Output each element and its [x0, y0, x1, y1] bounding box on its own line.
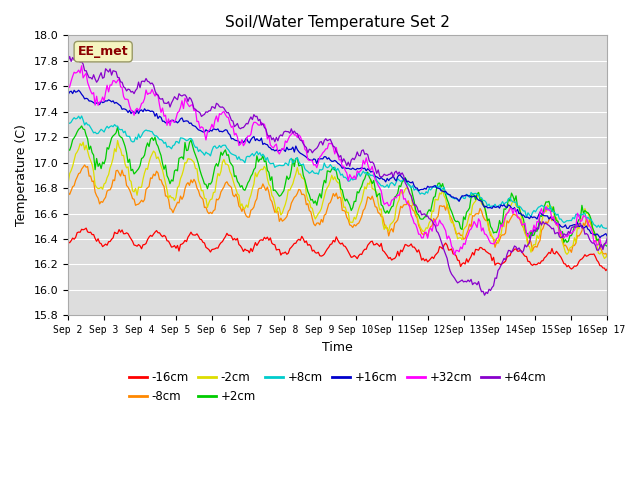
Line: +8cm: +8cm [68, 116, 607, 228]
+32cm [391, 194, 399, 200]
+8cm [391, 183, 399, 189]
+16cm [75, 87, 83, 93]
Line: -8cm: -8cm [68, 165, 607, 257]
+32cm [604, 239, 611, 244]
+64cm [541, 221, 548, 227]
-16cm [391, 255, 399, 261]
+2cm [64, 146, 72, 152]
+8cm [602, 226, 610, 231]
+32cm [166, 123, 174, 129]
-16cm [602, 268, 610, 274]
+16cm [373, 174, 381, 180]
Title: Soil/Water Temperature Set 2: Soil/Water Temperature Set 2 [225, 15, 450, 30]
+8cm [373, 178, 381, 183]
+16cm [391, 176, 399, 182]
-2cm [604, 252, 611, 257]
Line: -2cm: -2cm [68, 141, 607, 258]
+16cm [64, 92, 72, 97]
+32cm [78, 63, 86, 69]
+64cm [391, 169, 399, 175]
-8cm [539, 226, 547, 231]
Legend: -16cm, -8cm, -2cm, +2cm, +8cm, +16cm, +32cm, +64cm: -16cm, -8cm, -2cm, +2cm, +8cm, +16cm, +3… [124, 366, 551, 408]
-2cm [539, 213, 547, 219]
+16cm [604, 234, 611, 240]
-2cm [403, 185, 410, 191]
Line: +16cm: +16cm [68, 90, 607, 238]
+32cm [403, 200, 410, 206]
-16cm [64, 239, 72, 245]
+64cm [64, 58, 72, 63]
-16cm [79, 227, 87, 233]
+16cm [166, 119, 174, 124]
+64cm [403, 182, 410, 188]
X-axis label: Time: Time [323, 341, 353, 354]
+64cm [166, 104, 174, 110]
-8cm [166, 205, 174, 211]
+64cm [66, 54, 74, 60]
Line: +64cm: +64cm [68, 57, 607, 295]
-2cm [166, 192, 174, 198]
Text: EE_met: EE_met [78, 45, 129, 58]
+2cm [403, 178, 410, 183]
+64cm [373, 170, 381, 176]
+16cm [81, 96, 88, 102]
-16cm [373, 240, 381, 246]
+2cm [539, 211, 547, 216]
-16cm [83, 225, 90, 231]
-8cm [391, 220, 399, 226]
+2cm [391, 194, 399, 200]
-16cm [604, 266, 611, 272]
-2cm [114, 138, 122, 144]
+64cm [81, 68, 88, 73]
+64cm [604, 235, 611, 240]
-2cm [391, 216, 399, 222]
+16cm [539, 212, 547, 218]
+2cm [78, 123, 86, 129]
+16cm [596, 235, 604, 240]
+2cm [166, 181, 174, 187]
-8cm [64, 190, 72, 195]
+64cm [481, 292, 488, 298]
-8cm [79, 164, 87, 170]
-2cm [373, 190, 381, 195]
-16cm [539, 258, 547, 264]
-2cm [64, 180, 72, 186]
-8cm [373, 204, 381, 210]
+16cm [403, 179, 410, 185]
+32cm [64, 85, 72, 91]
+2cm [604, 244, 611, 250]
-2cm [600, 255, 608, 261]
-16cm [403, 242, 410, 248]
Line: +2cm: +2cm [68, 126, 607, 247]
+32cm [541, 209, 548, 215]
+2cm [81, 127, 88, 132]
+8cm [78, 113, 86, 119]
+8cm [64, 120, 72, 126]
+2cm [599, 244, 607, 250]
-8cm [403, 202, 410, 207]
-16cm [166, 241, 174, 247]
+2cm [373, 194, 381, 200]
+8cm [166, 144, 174, 150]
Line: +32cm: +32cm [68, 66, 607, 255]
+8cm [403, 180, 410, 185]
-2cm [79, 139, 87, 145]
+32cm [451, 252, 458, 258]
+8cm [81, 122, 88, 128]
+32cm [81, 72, 88, 78]
+32cm [373, 179, 381, 185]
-8cm [81, 162, 88, 168]
+8cm [604, 225, 611, 231]
Y-axis label: Temperature (C): Temperature (C) [15, 124, 28, 226]
+8cm [539, 203, 547, 209]
Line: -16cm: -16cm [68, 228, 607, 271]
-8cm [604, 254, 611, 260]
